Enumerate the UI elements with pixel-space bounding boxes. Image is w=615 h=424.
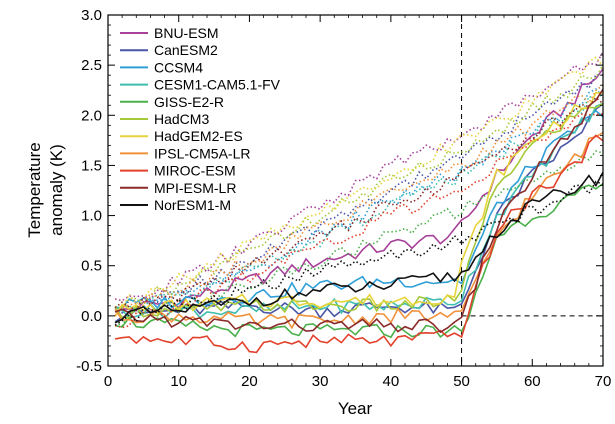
x-axis-ticks: 0 10 20 30 40 50 60 70 — [104, 15, 612, 390]
series-dotted-giss-e2-r — [114, 150, 603, 328]
legend-label-noresm1-m: NorESM1-M — [154, 197, 231, 213]
legend-label-giss-e2-r: GISS-E2-R — [154, 94, 224, 110]
series-line-giss-e2-r — [114, 183, 603, 339]
y-tick-label: 0.0 — [81, 308, 102, 325]
legend-label-ipsl-cm5a-lr: IPSL-CM5A-LR — [154, 145, 250, 161]
series-dotted-mpi-esm-lr — [114, 96, 603, 312]
legend-label-ccsm4: CCSM4 — [154, 59, 203, 75]
y-tick-label: 2.0 — [81, 107, 102, 124]
x-tick-label: 30 — [312, 373, 329, 390]
x-tick-label: 20 — [241, 373, 258, 390]
series-line-noresm1-m — [114, 171, 603, 324]
series-dotted-bnu-esm — [114, 51, 603, 302]
series-line-hadgem2-es — [114, 91, 603, 317]
series-line-mpi-esm-lr — [114, 88, 603, 334]
y-axis-label-line-1: Temperature — [25, 142, 44, 237]
legend-label-cesm1-cam5-1-fv: CESM1-CAM5.1-FV — [154, 77, 281, 93]
y-tick-label: 0.5 — [81, 258, 102, 275]
x-tick-label: 50 — [453, 373, 470, 390]
series-lines — [114, 51, 603, 354]
legend-label-mpi-esm-lr: MPI-ESM-LR — [154, 180, 236, 196]
series-dotted-hadgem2-es — [114, 56, 603, 313]
y-tick-label: 2.5 — [81, 57, 102, 74]
series-dotted-hadcm3 — [114, 64, 603, 309]
legend-label-canesm2: CanESM2 — [154, 42, 218, 58]
x-tick-label: 60 — [524, 373, 541, 390]
series-line-ccsm4 — [114, 109, 603, 310]
reference-lines — [461, 15, 603, 366]
x-tick-label: 0 — [104, 373, 112, 390]
legend-label-hadgem2-es: HadGEM2-ES — [154, 128, 243, 144]
x-tick-label: 70 — [595, 373, 612, 390]
series-dotted-canesm2 — [114, 74, 603, 315]
y-tick-label: 1.0 — [81, 208, 102, 225]
x-tick-label: 40 — [383, 373, 400, 390]
x-axis-label: Year — [338, 399, 373, 418]
legend-label-miroc-esm: MIROC-ESM — [154, 163, 236, 179]
y-axis-label-line-2: anomaly (K) — [47, 144, 66, 236]
x-tick-label: 10 — [170, 373, 187, 390]
series-line-bnu-esm — [114, 68, 603, 312]
legend-label-bnu-esm: BNU-ESM — [154, 25, 219, 41]
series-line-miroc-esm — [114, 134, 603, 354]
plot-frame — [107, 14, 604, 367]
series-dotted-ccsm4 — [114, 88, 603, 314]
legend-label-hadcm3: HadCM3 — [154, 111, 209, 127]
y-tick-label: 3.0 — [81, 7, 102, 24]
y-tick-label: 1.5 — [81, 157, 102, 174]
y-tick-label: -0.5 — [76, 358, 102, 375]
y-axis-ticks: -0.5 0.0 0.5 1.0 1.5 2.0 2.5 3.0 — [76, 7, 603, 375]
